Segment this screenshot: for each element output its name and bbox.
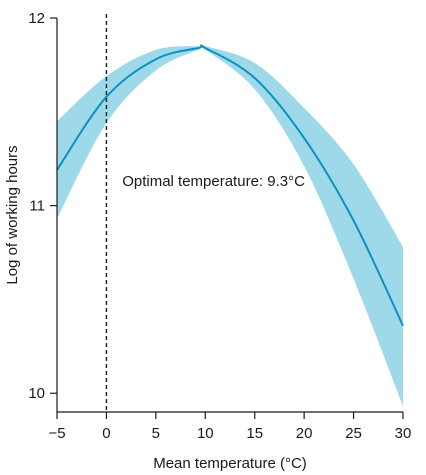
y-ticks: 10 11 12	[28, 10, 57, 402]
y-tick-label: 12	[28, 10, 45, 27]
x-ticks: −5 0 5 10 15 20 25 30	[48, 412, 411, 442]
x-tick-label: 10	[197, 425, 214, 442]
axes: −5 0 5 10 15 20 25 30 10 11 12	[28, 10, 411, 442]
fitted-curve	[56, 44, 404, 327]
optimal-temperature-annotation: Optimal temperature: 9.3°C	[122, 173, 305, 190]
x-tick-label: 20	[296, 425, 313, 442]
x-tick-label: 15	[246, 425, 263, 442]
x-axis-title: Mean temperature (°C)	[153, 455, 307, 472]
x-tick-label: 30	[395, 425, 412, 442]
x-tick-label: 0	[102, 425, 110, 442]
y-axis-title: Log of working hours	[4, 145, 21, 284]
x-tick-label: −5	[48, 425, 65, 442]
plot-area	[56, 14, 404, 412]
y-tick-label: 10	[28, 385, 45, 402]
confidence-band	[57, 44, 403, 407]
x-tick-label: 25	[345, 425, 362, 442]
x-tick-label: 5	[152, 425, 160, 442]
y-tick-label: 11	[29, 198, 45, 215]
